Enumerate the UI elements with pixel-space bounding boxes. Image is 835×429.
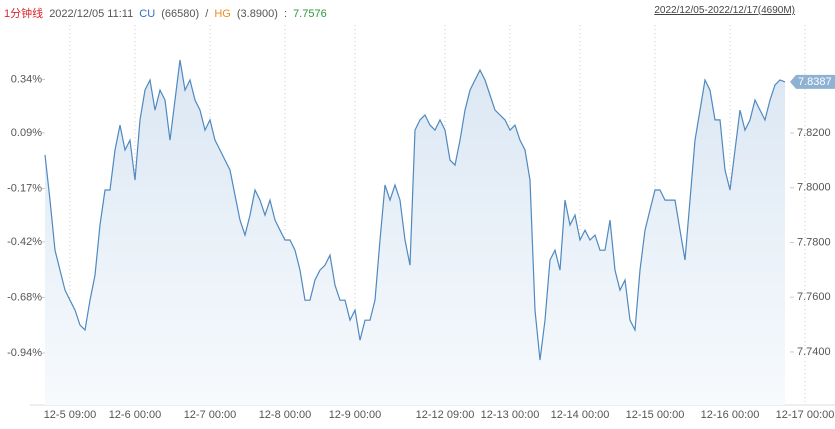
line [44,59,786,361]
x-tick-label: 12-7 00:00 [184,409,237,421]
x-tick-label: 12-9 00:00 [329,409,382,421]
y-tick-label: 7.7400 [797,346,831,358]
x-tick-label: 12-16 00:00 [701,409,760,421]
y-tick-label: 7.7600 [797,291,831,303]
symbol: CU [139,8,156,20]
x-tick-label: 12-5 09:00 [44,409,97,421]
date-range[interactable]: 2022/12/05-2022/12/17(4690M) [654,5,795,16]
ratio: 7.7576 [293,8,327,20]
y2-tick-label: -0.68% [7,291,42,303]
y2-tick-label: -0.17% [7,182,42,194]
x-tick-label: 12-8 00:00 [259,409,312,421]
x-tick-label: 12-15 00:00 [626,409,685,421]
datetime: 2022/12/05 11:11 [49,8,134,20]
separator: : [283,8,287,20]
y-tick-label: 7.8200 [797,127,831,139]
last-value-label: 7.8387 [798,76,832,88]
symbol: HG [214,8,231,20]
price: (66580) [161,8,200,20]
y2-tick-label: 0.09% [11,127,42,139]
price: (3.8900) [236,8,278,20]
y-tick-label: 7.7800 [797,236,831,248]
x-tick-label: 12-12 09:00 [416,409,475,421]
separator: / [205,8,209,20]
header: 1分钟线 2022/12/05 11:11 CU (66580) / HG (3… [4,5,330,21]
x-tick-label: 12-6 00:00 [109,409,162,421]
value-tag [790,74,835,89]
x-tick-label: 12-14 00:00 [551,409,610,421]
y2-tick-label: 0.34% [11,73,42,85]
y2-tick-label: -0.94% [7,347,42,359]
x-tick-label: 12-17 00:00 [776,409,835,421]
x-tick-label: 12-13 00:00 [481,409,540,421]
y-tick-label: 7.8000 [797,182,831,194]
period: 1分钟线 [4,8,44,20]
y2-tick-label: -0.42% [7,236,42,248]
area [45,60,785,405]
